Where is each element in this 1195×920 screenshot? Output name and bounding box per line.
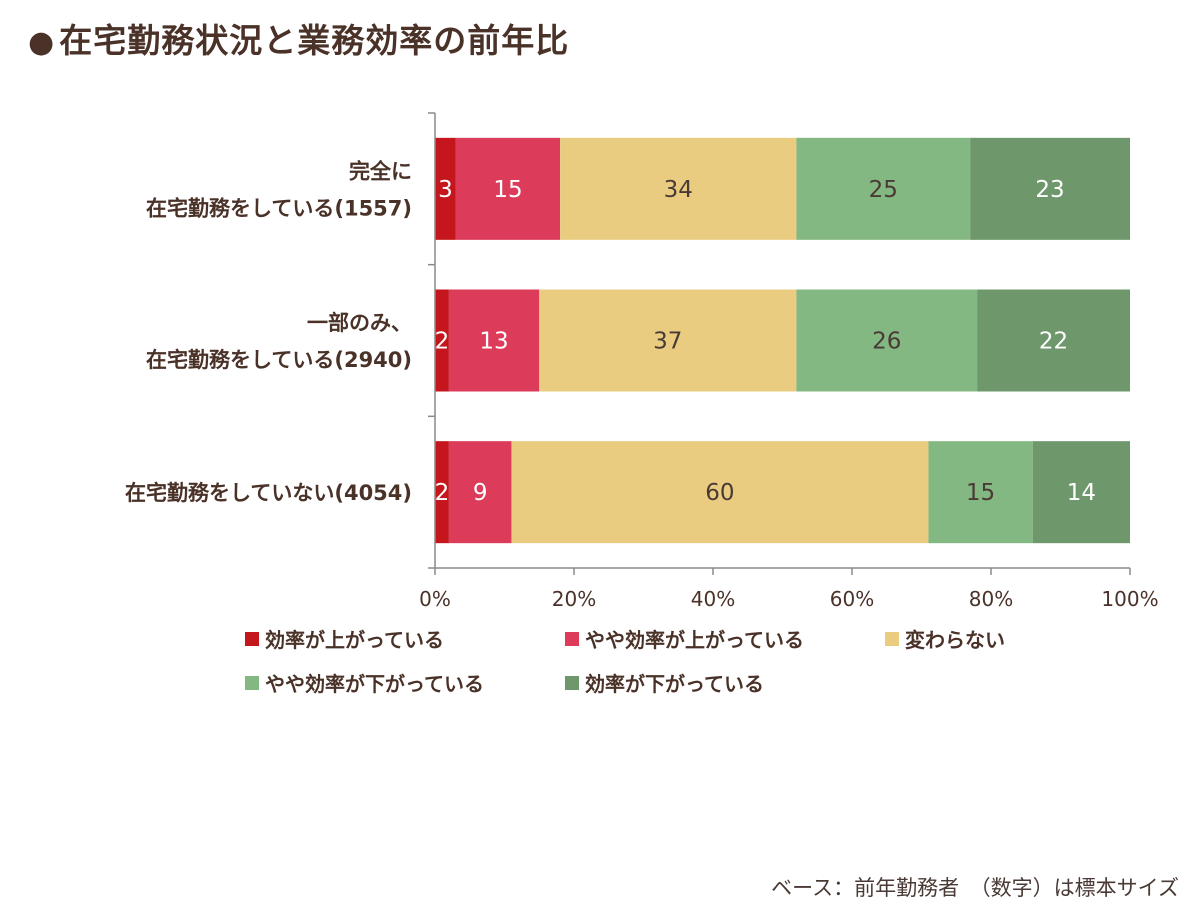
data-label: 15	[966, 480, 995, 506]
bar-segment	[435, 137, 456, 240]
legend-item: やや効率が上がっている	[565, 624, 804, 653]
data-label: 3	[438, 177, 453, 203]
legend-swatch	[885, 631, 899, 646]
bar-segment	[455, 137, 561, 240]
data-label: 26	[872, 329, 901, 355]
category-label: 一部のみ、	[307, 311, 412, 335]
legend-swatch	[565, 631, 579, 646]
data-label: 23	[1035, 177, 1064, 203]
chart-title: ● 在宅勤務状況と業務効率の前年比	[28, 14, 569, 62]
data-label: 14	[1067, 480, 1096, 506]
footer-note: ベース：前年勤務者 （数字）は標本サイズ	[771, 876, 1179, 900]
bar-segment	[970, 137, 1130, 240]
title-bullet: ●	[28, 25, 56, 60]
data-label: 15	[493, 177, 522, 203]
x-tick-label: 20%	[552, 587, 596, 611]
data-label: 60	[705, 480, 734, 506]
legend-item: 変わらない	[885, 624, 1005, 653]
bar-segment	[435, 289, 449, 392]
bar-segment	[928, 441, 1033, 544]
legend-label: やや効率が上がっている	[585, 628, 804, 652]
data-label: 37	[653, 329, 682, 355]
data-label: 34	[664, 177, 693, 203]
legend-label: 効率が上がっている	[265, 628, 444, 652]
x-tick-label: 100%	[1101, 587, 1158, 611]
bar-segment	[796, 289, 978, 392]
legend-item: 効率が下がっている	[565, 668, 764, 697]
data-label: 25	[869, 177, 898, 203]
legend-swatch	[565, 675, 579, 690]
legend-item: 効率が上がっている	[245, 624, 444, 653]
legend-label: 効率が下がっている	[585, 672, 764, 696]
x-tick-label: 60%	[830, 587, 874, 611]
bar-segment	[448, 441, 512, 544]
data-label: 22	[1039, 329, 1068, 355]
data-label: 13	[479, 329, 508, 355]
legend-swatch	[245, 631, 259, 646]
category-label: 在宅勤務をしていない(4054)	[125, 481, 412, 505]
category-label: 在宅勤務をしている(2940)	[146, 348, 412, 372]
legend-label: 変わらない	[905, 628, 1005, 652]
bar-segment	[1032, 441, 1130, 544]
legend-item: やや効率が下がっている	[245, 668, 484, 697]
data-label: 9	[473, 480, 488, 506]
x-tick-label: 40%	[691, 587, 735, 611]
x-tick-label: 80%	[969, 587, 1013, 611]
chart-title-text: 在宅勤務状況と業務効率の前年比	[59, 21, 570, 60]
data-label: 2	[435, 329, 450, 355]
legend-swatch	[245, 675, 259, 690]
bar-segment	[796, 137, 971, 240]
data-label: 2	[435, 480, 450, 506]
bar-segment	[977, 289, 1130, 392]
bar-segment	[435, 441, 449, 544]
category-label: 在宅勤務をしている(1557)	[146, 196, 412, 220]
bar-segment	[511, 441, 929, 544]
category-label: 完全に	[349, 159, 412, 183]
x-tick-label: 0%	[419, 587, 451, 611]
legend-label: やや効率が下がっている	[265, 672, 484, 696]
bar-segment	[560, 137, 797, 240]
bar-segment	[448, 289, 540, 392]
bar-segment	[539, 289, 797, 392]
